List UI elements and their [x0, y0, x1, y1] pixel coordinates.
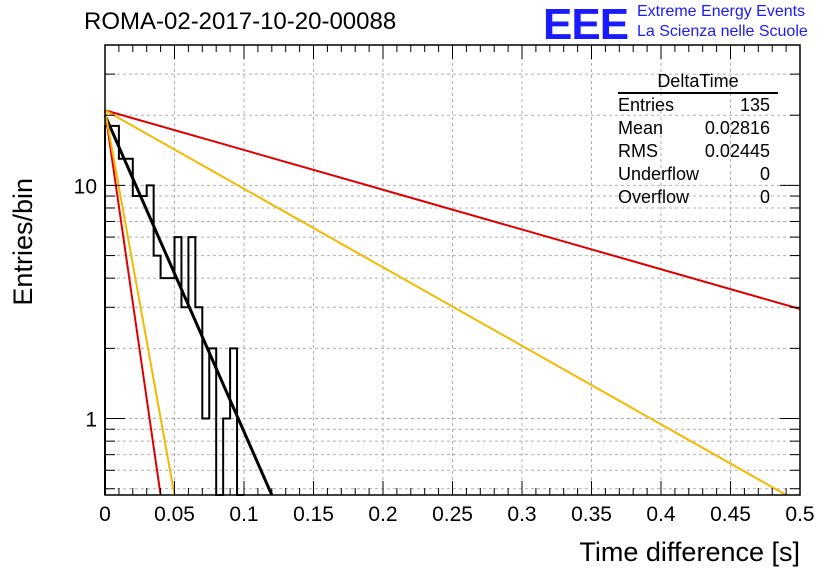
x-tick-label: 0.4: [646, 503, 676, 526]
stats-value: 0.02445: [704, 141, 770, 161]
stats-label: RMS: [618, 141, 658, 161]
y-tick-label: 10: [74, 175, 97, 198]
stats-value: 0: [759, 164, 770, 184]
stats-label: Entries: [618, 95, 675, 115]
stats-label: Overflow: [618, 187, 690, 207]
fit-line: [103, 114, 274, 496]
histogram-bin: [181, 307, 188, 495]
x-axis-title: Time difference [s]: [579, 537, 800, 567]
tick-labels: 0 0.05 0.1 0.15 0.2 0.25 0.3 0.35 0.4 0.45 0.5 1 10: [74, 175, 815, 526]
stats-row-entries: Entries 135: [614, 94, 778, 117]
histogram-bin: [209, 348, 216, 495]
x-tick-label: 0.2: [368, 503, 397, 526]
logo-caption-line2: La Scienza nelle Scuole: [637, 23, 808, 40]
stats-value: 0.02816: [704, 118, 770, 138]
histogram-bin: [230, 348, 237, 495]
y-tick-label: 1: [85, 409, 97, 432]
histogram-bin: [188, 237, 195, 495]
x-tick-label: 0.15: [293, 503, 334, 526]
histogram-bin: [119, 159, 133, 495]
stats-row-underflow: Underflow 0: [614, 163, 778, 186]
limit_inner-line: [104, 109, 787, 496]
x-tick-label: 0.05: [154, 503, 195, 526]
histogram-bin: [202, 419, 209, 495]
run-title: ROMA-02-2017-10-20-00088: [84, 8, 397, 35]
stats-value: 135: [739, 95, 770, 115]
grid: [105, 45, 800, 495]
axis-ticks: [104, 45, 801, 495]
x-tick-label: 0: [99, 503, 111, 526]
stats-row-mean: Mean 0.02816: [614, 117, 778, 140]
logo-caption: Extreme Energy Events La Scienza nelle S…: [637, 2, 808, 42]
limit_inner-line: [104, 110, 176, 496]
limit_outer-line: [104, 110, 162, 496]
fit-lines: [103, 109, 801, 496]
stats-value: 0: [759, 187, 770, 207]
limit_outer-line: [104, 109, 801, 310]
stats-box: DeltaTime Entries 135 Mean 0.02816 RMS 0…: [614, 70, 778, 209]
x-tick-label: 0.3: [507, 503, 536, 526]
histogram-bin: [147, 185, 154, 495]
stats-label: Mean: [618, 118, 664, 138]
logo-caption-line1: Extreme Energy Events: [637, 3, 806, 20]
stats-label: Underflow: [618, 164, 700, 184]
stats-title: DeltaTime: [618, 70, 778, 94]
histogram-bin: [223, 419, 230, 495]
x-tick-label: 0.35: [571, 503, 612, 526]
stats-row-overflow: Overflow 0: [614, 186, 778, 209]
histogram-bin: [161, 278, 168, 495]
x-tick-label: 0.5: [785, 503, 814, 526]
eee-logo: EEE: [543, 0, 629, 49]
x-tick-label: 0.25: [432, 503, 473, 526]
stats-row-rms: RMS 0.02445: [614, 140, 778, 163]
x-tick-label: 0.45: [710, 503, 751, 526]
y-axis-title: Entries/bin: [8, 178, 38, 306]
x-tick-label: 0.1: [229, 503, 258, 526]
